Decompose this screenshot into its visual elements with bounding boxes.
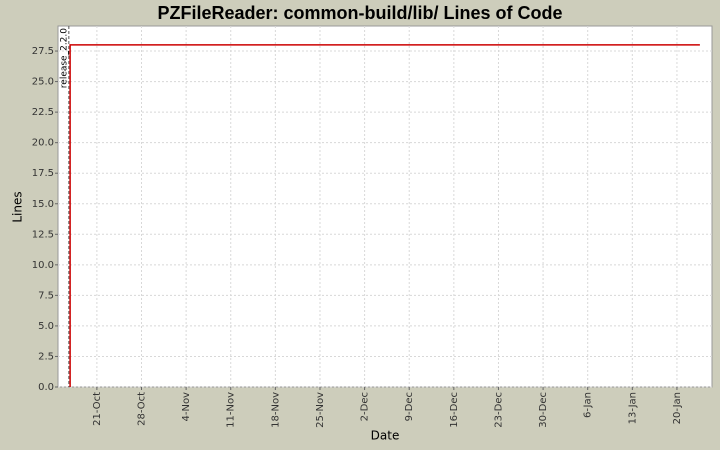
y-tick-label: 27.5 [32, 46, 54, 57]
y-tick-label: 22.5 [32, 107, 54, 118]
chart-title: PZFileReader: common-build/lib/ Lines of… [157, 3, 562, 23]
x-tick-label: 28-Oct [137, 392, 148, 426]
x-tick-label: 30-Dec [538, 392, 549, 428]
x-tick-label: 16-Dec [449, 392, 460, 428]
y-tick-label: 0.0 [38, 382, 54, 393]
x-tick-label: 13-Jan [627, 392, 638, 424]
x-tick-label: 20-Jan [672, 392, 683, 424]
line-series [69, 44, 700, 387]
x-tick-label: 4-Nov [181, 392, 192, 422]
x-tick-label: 11-Nov [226, 392, 237, 428]
x-tick-label: 21-Oct [92, 392, 103, 426]
plot-area [57, 25, 713, 388]
x-tick-label: 23-Dec [493, 392, 504, 428]
y-tick-label: 2.5 [38, 351, 54, 362]
y-tick-label: 12.5 [32, 229, 54, 240]
x-tick-label: 2-Dec [360, 392, 371, 421]
y-tick-label: 20.0 [32, 138, 54, 149]
y-tick-label: 25.0 [32, 77, 54, 88]
y-tick-label: 5.0 [38, 321, 54, 332]
y-tick-label: 15.0 [32, 199, 54, 210]
x-tick-label: 18-Nov [270, 392, 281, 428]
x-axis-label: Date [371, 429, 400, 443]
y-tick-label: 17.5 [32, 168, 54, 179]
y-axis-label: Lines [11, 191, 25, 222]
y-tick-label: 7.5 [38, 290, 54, 301]
x-tick-label: 9-Dec [404, 392, 415, 421]
x-tick-label: 25-Nov [315, 392, 326, 428]
x-tick-label: 6-Jan [583, 392, 594, 418]
annotation-label: release_2.2.0 [59, 28, 69, 88]
y-tick-label: 10.0 [32, 260, 54, 271]
